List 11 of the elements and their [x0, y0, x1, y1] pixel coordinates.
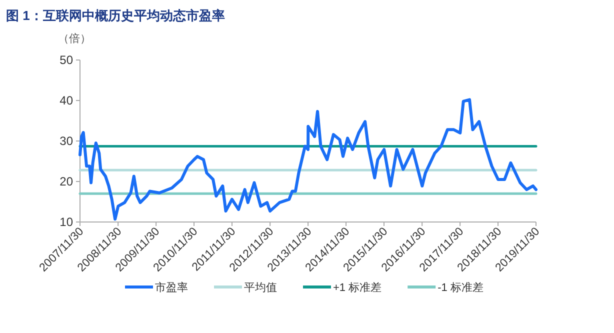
- legend-label: -1 标准差: [438, 281, 484, 294]
- y-tick-label: 20: [60, 174, 74, 188]
- y-tick-label: 10: [60, 215, 74, 229]
- legend-label: +1 标准差: [333, 281, 382, 294]
- y-tick-label: 50: [60, 53, 74, 67]
- legend-label: 平均值: [244, 282, 277, 294]
- y-tick-label: 40: [60, 94, 74, 108]
- y-axis-title: （倍）: [58, 32, 91, 45]
- y-tick-label: 30: [60, 134, 74, 148]
- legend-label: 市盈率: [155, 281, 188, 294]
- chart-title: 图 1：互联网中概历史平均动态市盈率: [6, 8, 225, 23]
